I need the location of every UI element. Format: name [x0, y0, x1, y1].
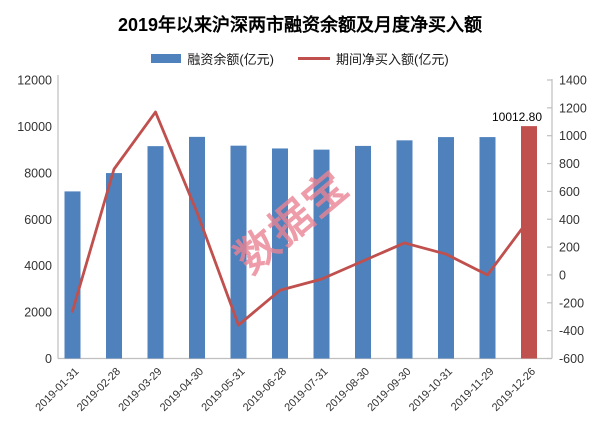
bar-2019-06-28 [272, 148, 288, 359]
bar-2019-04-30 [189, 136, 205, 359]
left-axis-tick-label: 4000 [24, 259, 52, 273]
x-axis-label: 2019-03-29 [116, 366, 164, 414]
right-axis-tick-label: 600 [559, 185, 580, 199]
bar-value-label: 10012.80 [492, 110, 542, 124]
x-axis-label: 2019-08-30 [324, 366, 372, 414]
bar-2019-05-31 [230, 145, 247, 359]
x-axis-label: 2019-09-30 [365, 366, 413, 414]
x-axis-label: 2019-10-31 [407, 366, 455, 414]
legend-item-financing-balance: 融资余额(亿元) [151, 49, 274, 68]
bar-2019-02-28 [106, 173, 122, 359]
right-axis-tick-label: -600 [559, 352, 584, 366]
bar-2019-01-31 [64, 191, 81, 359]
bar-2019-09-30 [396, 140, 413, 359]
bar-2019-10-31 [438, 137, 454, 359]
left-axis-tick-label: 6000 [24, 213, 52, 227]
right-axis-tick-label: 400 [559, 213, 580, 227]
chart-title: 2019年以来沪深两市融资余额及月度净买入额 [117, 15, 483, 35]
net-buy-line [71, 110, 531, 327]
right-axis-tick-label: 200 [559, 241, 580, 255]
bar-2019-11-29 [479, 137, 496, 359]
bar-series-swatch-icon [151, 54, 182, 63]
bar-2019-08-30 [355, 145, 371, 359]
x-axis-label: 2019-02-28 [75, 366, 123, 414]
left-axis-tick-label: 2000 [24, 306, 52, 320]
bar-2019-07-31 [313, 149, 330, 359]
right-axis-tick-label: 1000 [559, 129, 587, 143]
x-axis-label: 2019-01-31 [33, 366, 81, 414]
right-axis-tick-label: -200 [559, 296, 584, 310]
line-series-swatch-icon [298, 57, 330, 60]
legend: 融资余额(亿元) 期间净买入额(亿元) [0, 49, 600, 68]
right-axis-tick-label: 1200 [559, 101, 587, 115]
x-axis-label: 2019-06-28 [241, 366, 289, 414]
x-axis-label: 2019-05-31 [199, 366, 247, 414]
bar-2019-03-29 [147, 146, 164, 359]
right-axis-tick-label: -400 [559, 324, 584, 338]
legend-item-net-buy: 期间净买入额(亿元) [298, 49, 449, 68]
right-axis-tick-label: 0 [559, 268, 566, 282]
legend-bar-label: 融资余额(亿元) [187, 52, 274, 67]
left-axis-tick-label: 10000 [17, 120, 52, 134]
legend-line-label: 期间净买入额(亿元) [336, 52, 449, 67]
left-axis-tick-label: 8000 [24, 166, 52, 180]
right-axis-tick-label: 800 [559, 157, 580, 171]
x-axis-label: 2019-12-26 [490, 366, 538, 414]
bar-2019-12-26 [521, 126, 537, 359]
left-axis-tick-label: 12000 [17, 74, 52, 88]
left-axis-tick-label: 0 [45, 352, 52, 366]
x-axis-label: 2019-04-30 [158, 366, 206, 414]
x-axis-label: 2019-07-31 [282, 366, 330, 414]
right-axis-tick-label: 1400 [559, 74, 587, 88]
